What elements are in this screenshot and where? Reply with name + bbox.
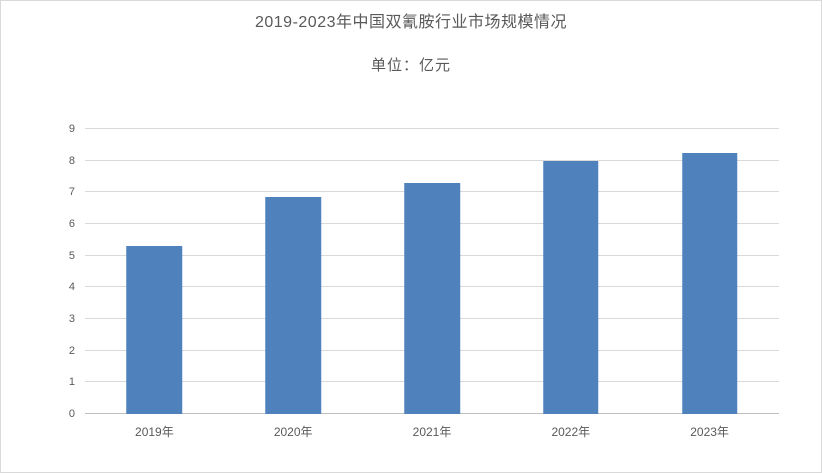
x-tick-label: 2019年 <box>135 425 174 439</box>
plot-area: 0 1 2 3 4 5 6 7 8 9 2019年 2020年 2021年 2022年 2023年 <box>69 123 779 439</box>
y-tick-label: 8 <box>68 154 75 167</box>
y-tick-label: 4 <box>68 281 75 294</box>
x-tick-label: 2023年 <box>690 425 729 439</box>
y-tick-label: 0 <box>68 408 75 420</box>
y-tick-label: 7 <box>68 186 75 199</box>
bar <box>126 246 183 414</box>
x-tick-label: 2021年 <box>412 425 452 439</box>
y-tick-label: 3 <box>68 313 75 325</box>
y-tick-label: 5 <box>68 249 75 262</box>
bar <box>265 197 321 414</box>
x-tick-label: 2022年 <box>551 425 591 439</box>
chart-unit-subtitle: 单位：亿元 <box>370 57 451 74</box>
bar <box>543 161 599 414</box>
y-tick-label: 9 <box>68 123 75 135</box>
bar <box>681 152 738 414</box>
bar <box>404 182 460 414</box>
gridline <box>85 128 779 129</box>
x-tick-label: 2020年 <box>273 425 313 439</box>
y-tick-label: 2 <box>68 344 75 357</box>
gridline <box>85 159 779 161</box>
y-tick-label: 6 <box>68 218 75 230</box>
y-tick-label: 1 <box>68 376 75 389</box>
chart-title: 2019-2023年中国双氰胺行业市场规模情况 <box>254 14 568 31</box>
